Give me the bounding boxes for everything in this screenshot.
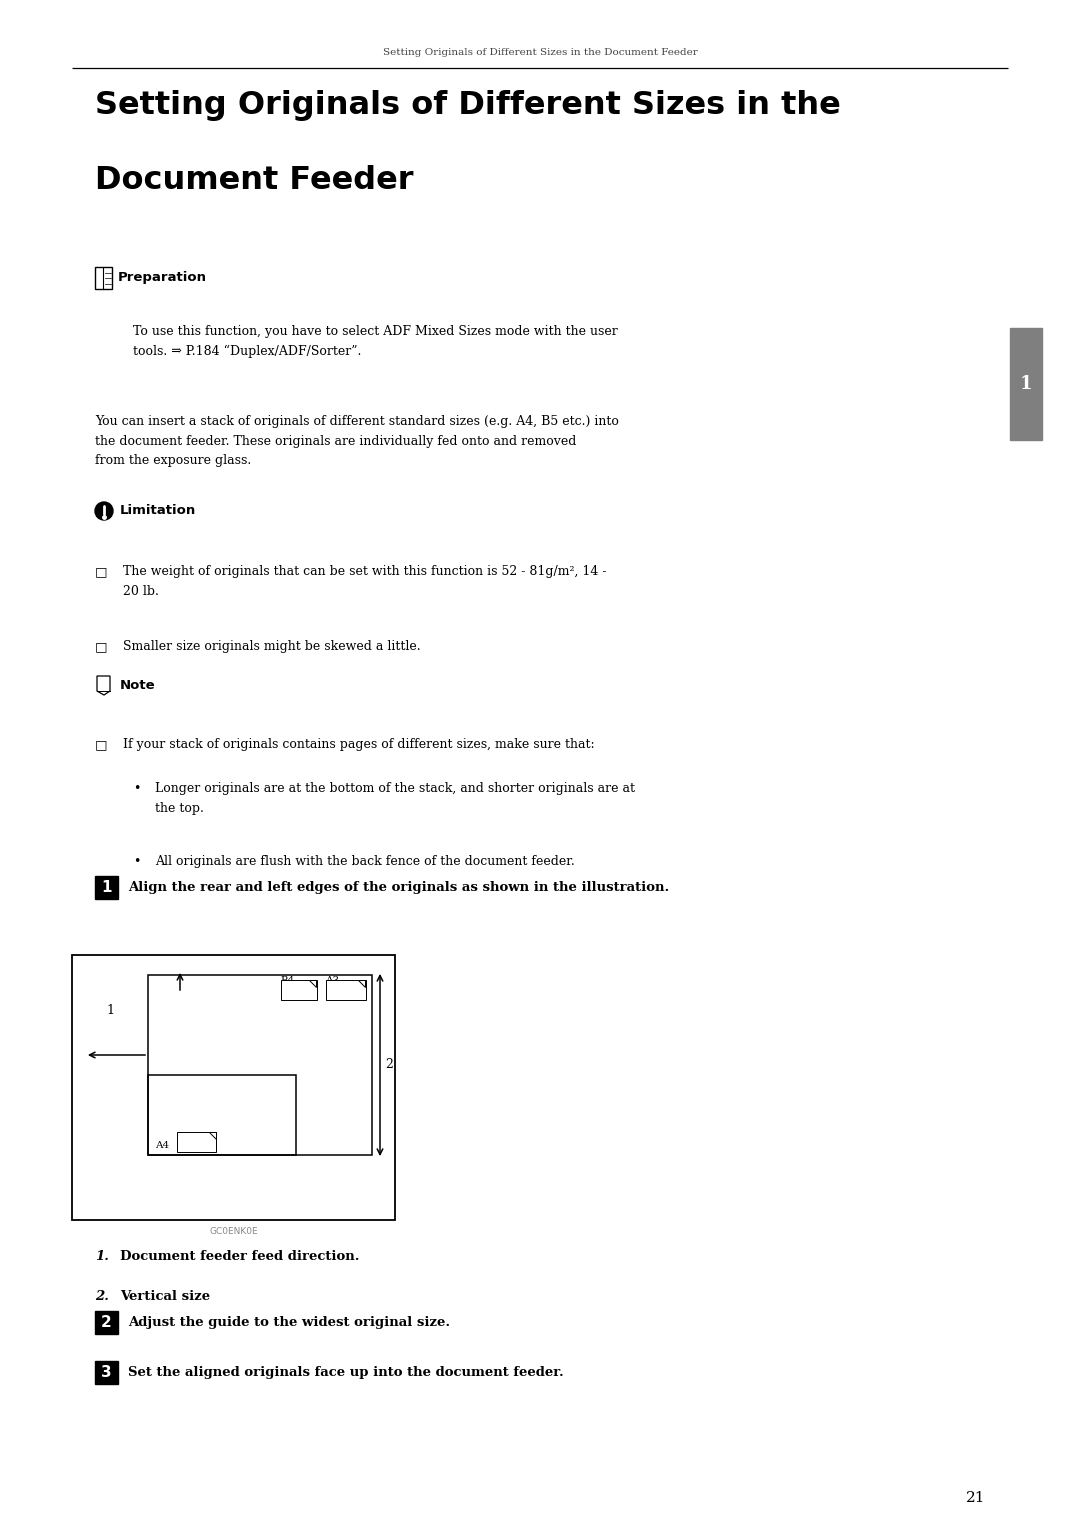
Text: 1: 1 [102, 881, 111, 894]
Text: B4: B4 [280, 976, 294, 985]
Bar [95, 876, 118, 899]
Bar [95, 1361, 118, 1384]
Text: All originals are flush with the back fence of the document feeder.: All originals are flush with the back fe… [156, 855, 575, 868]
Bar [177, 1131, 216, 1151]
Text: from the exposure glass.: from the exposure glass. [95, 454, 252, 466]
Bar [148, 1075, 296, 1154]
Text: Adjust the guide to the widest original size.: Adjust the guide to the widest original … [129, 1316, 450, 1329]
Text: Vertical size: Vertical size [120, 1290, 211, 1303]
Bar [72, 956, 395, 1220]
Text: 2: 2 [102, 1315, 112, 1330]
Bar [1010, 329, 1042, 440]
Bar [95, 1310, 118, 1333]
Circle shape [95, 502, 113, 520]
Bar [326, 980, 366, 1000]
Text: Limitation: Limitation [120, 505, 197, 517]
Bar [148, 976, 372, 1154]
Text: 1: 1 [106, 1003, 114, 1017]
Text: The weight of originals that can be set with this function is 52 - 81g/m², 14 -: The weight of originals that can be set … [123, 566, 607, 578]
Text: 20 lb.: 20 lb. [123, 584, 159, 598]
Text: Document Feeder: Document Feeder [95, 165, 414, 196]
Text: tools. ⇒ P.184 “Duplex/ADF/Sorter”.: tools. ⇒ P.184 “Duplex/ADF/Sorter”. [133, 344, 362, 358]
Text: Preparation: Preparation [118, 272, 207, 284]
Text: Setting Originals of Different Sizes in the: Setting Originals of Different Sizes in … [95, 90, 840, 121]
Text: 1: 1 [1020, 375, 1032, 393]
Text: □: □ [95, 641, 108, 653]
Text: You can insert a stack of originals of different standard sizes (e.g. A4, B5 etc: You can insert a stack of originals of d… [95, 414, 619, 428]
Polygon shape [210, 1131, 216, 1139]
Text: •: • [133, 855, 140, 868]
Text: Set the aligned originals face up into the document feeder.: Set the aligned originals face up into t… [129, 1365, 564, 1379]
Text: To use this function, you have to select ADF Mixed Sizes mode with the user: To use this function, you have to select… [133, 326, 618, 338]
Text: □: □ [95, 739, 108, 751]
Text: Document feeder feed direction.: Document feeder feed direction. [120, 1251, 360, 1263]
Polygon shape [357, 980, 365, 988]
Text: If your stack of originals contains pages of different sizes, make sure that:: If your stack of originals contains page… [123, 739, 595, 751]
Text: Note: Note [120, 679, 156, 693]
Text: 3: 3 [102, 1365, 112, 1381]
Text: A4: A4 [156, 1141, 170, 1150]
Text: 1.: 1. [95, 1251, 109, 1263]
Text: •: • [133, 781, 140, 795]
Bar [95, 268, 112, 289]
Text: Align the rear and left edges of the originals as shown in the illustration.: Align the rear and left edges of the ori… [129, 881, 670, 894]
Polygon shape [309, 980, 316, 988]
Text: 21: 21 [966, 1491, 985, 1505]
Text: Smaller size originals might be skewed a little.: Smaller size originals might be skewed a… [123, 641, 420, 653]
Bar [281, 980, 318, 1000]
Text: the top.: the top. [156, 801, 204, 815]
Text: the document feeder. These originals are individually fed onto and removed: the document feeder. These originals are… [95, 434, 577, 448]
Text: GC0ENK0E: GC0ENK0E [210, 1226, 258, 1235]
Text: Longer originals are at the bottom of the stack, and shorter originals are at: Longer originals are at the bottom of th… [156, 781, 635, 795]
Text: A3: A3 [325, 976, 339, 985]
Text: 2: 2 [384, 1058, 393, 1072]
Text: □: □ [95, 566, 108, 578]
Text: Setting Originals of Different Sizes in the Document Feeder: Setting Originals of Different Sizes in … [382, 47, 698, 57]
Text: 2.: 2. [95, 1290, 109, 1303]
